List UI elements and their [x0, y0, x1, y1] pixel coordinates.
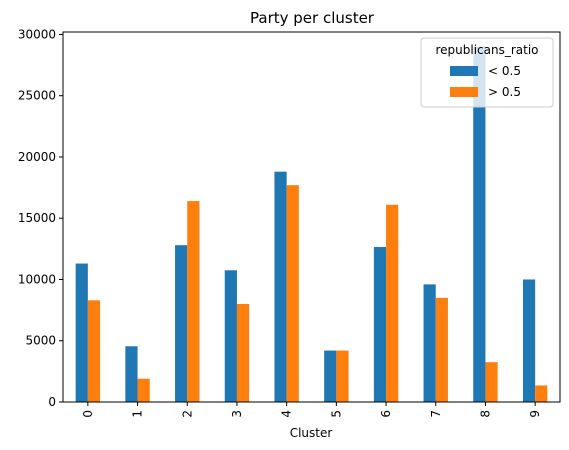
legend-label: > 0.5: [488, 85, 521, 99]
bar-05-4: [286, 185, 299, 402]
bar-05-1: [125, 346, 138, 402]
bar-05-2: [175, 245, 188, 402]
bar-05-5: [324, 350, 337, 402]
chart-title: Party per cluster: [250, 9, 375, 27]
x-tick-label: 2: [180, 410, 194, 418]
bar-05-9: [522, 279, 536, 402]
bar-05-7: [423, 284, 436, 402]
x-axis-label: Cluster: [290, 426, 333, 440]
x-tick-label: 9: [528, 410, 542, 418]
legend-swatch: [450, 87, 478, 97]
bar-05-5: [336, 350, 349, 402]
y-tick-label: 10000: [18, 272, 56, 286]
x-tick-label: 4: [280, 410, 294, 418]
x-tick-label: 8: [478, 410, 492, 418]
y-tick-label: 20000: [18, 150, 56, 164]
x-tick-label: 3: [230, 410, 244, 418]
bar-05-8: [473, 46, 486, 402]
x-tick-label: 7: [429, 410, 443, 418]
bar-05-9: [535, 385, 548, 402]
plot-area: [75, 46, 548, 402]
legend-label: < 0.5: [488, 64, 521, 78]
x-tick-label: 1: [131, 410, 145, 418]
bar-05-0: [87, 300, 101, 402]
legend-swatch: [450, 66, 478, 76]
bar-05-4: [274, 171, 287, 402]
bar-05-3: [236, 303, 250, 402]
x-tick-label: 0: [81, 410, 95, 418]
bar-05-1: [137, 378, 150, 402]
x-tick-label: 5: [329, 410, 343, 418]
legend: republicans_ratio < 0.5 > 0.5: [420, 37, 554, 108]
y-tick-label: 5000: [25, 334, 56, 348]
y-tick-label: 25000: [18, 89, 56, 103]
bar-05-7: [435, 297, 448, 402]
bar-05-8: [485, 362, 498, 402]
plot-frame: [62, 31, 561, 403]
bar-05-3: [224, 270, 237, 402]
bar-05-6: [373, 247, 387, 402]
bar-05-2: [187, 201, 200, 402]
bar-05-6: [386, 204, 399, 402]
x-axis: 0 1 2 3 4 5 6 7 8 9: [81, 402, 542, 418]
y-axis: 0 5000 10000 15000 20000 25000 30000: [18, 27, 63, 409]
y-tick-label: 30000: [18, 27, 56, 41]
bar-05-0: [75, 263, 88, 402]
x-tick-label: 6: [379, 410, 393, 418]
y-tick-label: 15000: [18, 211, 56, 225]
legend-title: republicans_ratio: [435, 43, 538, 57]
y-tick-label: 0: [48, 395, 56, 409]
